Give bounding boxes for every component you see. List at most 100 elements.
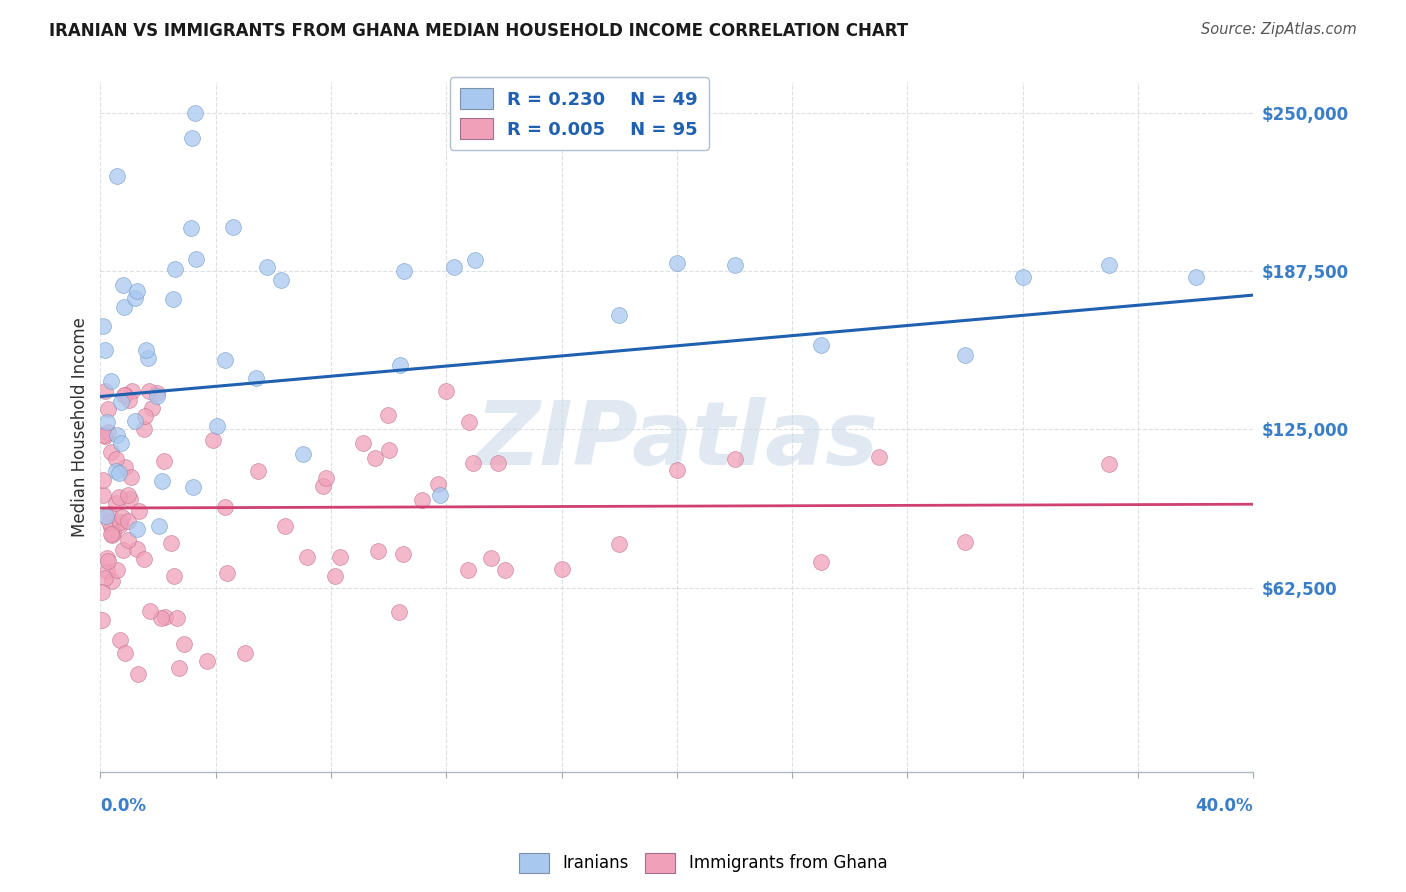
Point (96, 550, 118, 565)
Point (367, 543, 389, 558)
Point (117, 514, 139, 528)
Point (105, 496, 128, 510)
Point (165, 261, 187, 276)
Point (98, 507, 121, 521)
Point (96, 415, 118, 429)
Y-axis label: Median Household Income: Median Household Income (72, 317, 89, 537)
Point (94, 429, 117, 443)
Point (723, 258, 745, 272)
Point (138, 604, 160, 618)
Point (108, 633, 131, 648)
Point (222, 219, 245, 234)
Point (479, 551, 502, 566)
Point (100, 374, 122, 388)
Point (274, 519, 297, 533)
Point (1098, 258, 1121, 272)
Point (121, 470, 143, 484)
Point (128, 504, 150, 518)
Point (429, 488, 451, 502)
Point (124, 291, 146, 305)
Text: Source: ZipAtlas.com: Source: ZipAtlas.com (1201, 22, 1357, 37)
Point (427, 477, 450, 491)
Point (461, 456, 484, 470)
Point (607, 309, 630, 323)
Point (152, 454, 174, 468)
Point (205, 419, 228, 434)
Point (114, 300, 136, 314)
Point (111, 278, 134, 293)
Point (183, 105, 205, 120)
Point (114, 460, 136, 475)
Point (97, 401, 120, 416)
Point (1184, 270, 1206, 285)
Point (315, 471, 337, 485)
Point (107, 169, 129, 183)
Point (181, 480, 204, 494)
Point (184, 252, 207, 266)
Text: 0.0%: 0.0% (100, 797, 146, 814)
Point (270, 273, 292, 287)
Point (150, 474, 173, 488)
Point (295, 549, 318, 564)
Point (443, 260, 465, 274)
Point (127, 667, 149, 681)
Point (108, 517, 131, 532)
Point (112, 388, 135, 402)
Point (112, 542, 135, 557)
Point (810, 338, 832, 352)
Point (148, 519, 170, 533)
Point (1098, 457, 1121, 471)
Point (150, 611, 173, 625)
Point (166, 611, 188, 625)
Point (457, 415, 479, 429)
Point (125, 541, 148, 556)
Point (110, 395, 132, 409)
Point (953, 348, 976, 362)
Point (146, 389, 169, 403)
Point (434, 384, 457, 399)
Point (93, 428, 115, 442)
Point (388, 605, 411, 619)
Point (486, 456, 509, 470)
Point (160, 535, 183, 549)
Point (665, 256, 688, 270)
Point (132, 422, 155, 436)
Point (377, 442, 399, 457)
Point (256, 260, 278, 274)
Point (868, 450, 890, 465)
Point (94, 571, 117, 585)
Point (810, 555, 832, 569)
Point (104, 464, 127, 478)
Point (181, 131, 204, 145)
Point (138, 384, 160, 399)
Point (96, 508, 118, 523)
Point (91, 488, 114, 502)
Point (665, 463, 688, 477)
Point (100, 520, 122, 534)
Point (215, 566, 238, 581)
Point (292, 446, 315, 460)
Point (214, 352, 236, 367)
Text: IRANIAN VS IMMIGRANTS FROM GHANA MEDIAN HOUSEHOLD INCOME CORRELATION CHART: IRANIAN VS IMMIGRANTS FROM GHANA MEDIAN … (49, 22, 908, 40)
Text: 40.0%: 40.0% (1195, 797, 1253, 814)
Point (94, 343, 117, 357)
Point (90, 585, 112, 599)
Point (114, 646, 136, 660)
Point (107, 428, 129, 442)
Legend: R = 0.230    N = 49, R = 0.005    N = 95: R = 0.230 N = 49, R = 0.005 N = 95 (450, 78, 709, 150)
Point (97, 553, 120, 567)
Point (100, 528, 122, 542)
Point (389, 358, 412, 372)
Point (162, 292, 184, 306)
Point (1011, 269, 1033, 284)
Point (110, 436, 132, 450)
Point (411, 492, 433, 507)
Point (195, 654, 218, 668)
Point (111, 510, 134, 524)
Point (245, 371, 267, 385)
Point (108, 490, 131, 504)
Point (97, 425, 120, 439)
Point (155, 609, 177, 624)
Point (117, 488, 139, 502)
Point (352, 436, 374, 450)
